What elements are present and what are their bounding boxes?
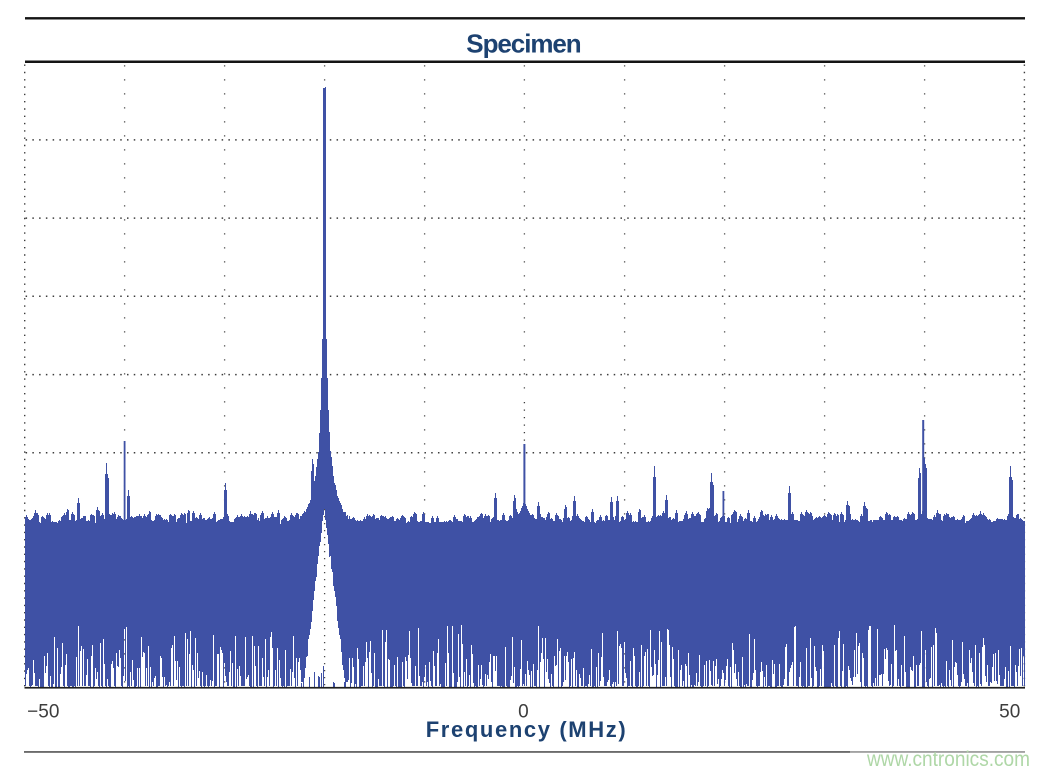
svg-text:Frequency (MHz): Frequency (MHz) [426,717,626,742]
svg-text:50: 50 [999,701,1020,722]
svg-text:www.cntronics.com: www.cntronics.com [866,748,1030,771]
svg-text:Specimen: Specimen [466,28,581,58]
svg-text:0: 0 [518,701,529,722]
svg-text:−50: −50 [27,701,59,722]
